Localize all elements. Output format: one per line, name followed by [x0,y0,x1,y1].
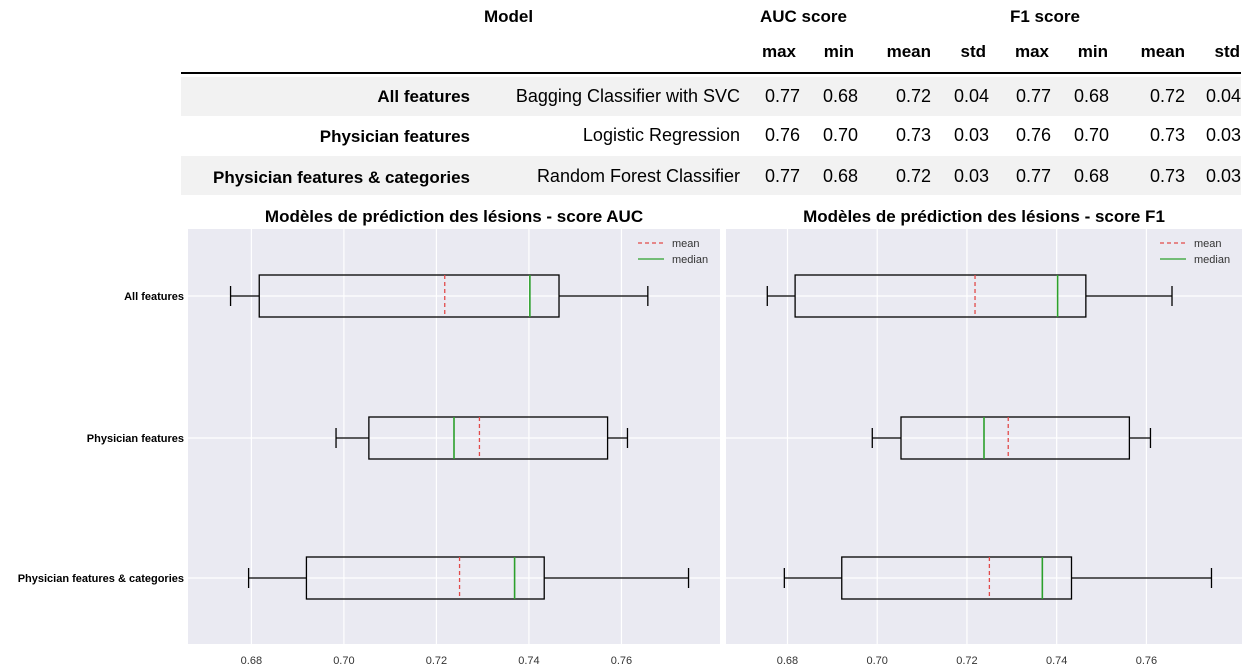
legend-label: mean [672,238,700,250]
sub-header: mean [1140,42,1185,61]
sub-header: max [761,42,796,61]
table-cell: 0.03 [953,125,989,145]
table-cell: 0.03 [1205,166,1241,186]
x-tick-label: 0.76 [1136,655,1157,667]
model-name: Bagging Classifier with SVC [515,86,740,106]
sub-header: max [1014,42,1049,61]
header-rule [181,72,1241,74]
table-cell: 0.73 [1149,166,1185,186]
table-cell: 0.70 [1073,125,1109,145]
table-cell: 0.68 [822,166,858,186]
y-category-label: Physician features & categories [18,573,184,585]
box [258,274,560,318]
table-cell: 0.76 [1015,125,1051,145]
row-label: All features [377,87,470,106]
table-cell: 0.73 [1149,125,1185,145]
table-cell: 0.77 [764,86,800,106]
x-tick-label: 0.68 [241,655,262,667]
sub-header: std [960,42,987,61]
table-cell: 0.03 [953,166,989,186]
table-cell: 0.04 [1205,86,1241,106]
box [305,556,545,600]
legend-label: mean [1194,238,1222,250]
y-category-label: Physician features [87,433,184,445]
model-name: Logistic Regression [582,125,740,145]
table-cell: 0.72 [1149,86,1185,106]
model-name: Random Forest Classifier [536,166,740,186]
table-cell: 0.77 [764,166,800,186]
x-tick-label: 0.72 [426,655,447,667]
row-label: Physician features & categories [212,168,470,187]
table-row [181,77,1241,116]
table-cell: 0.03 [1205,125,1241,145]
sub-header: min [823,42,854,61]
box [900,416,1131,460]
table-cell: 0.68 [822,86,858,106]
table-cell: 0.72 [895,86,931,106]
table-cell: 0.73 [895,125,931,145]
table-row [181,156,1241,195]
table-cell: 0.77 [1015,86,1051,106]
box [794,274,1087,318]
x-tick-label: 0.70 [333,655,354,667]
x-tick-label: 0.68 [777,655,798,667]
sub-header: min [1077,42,1108,61]
auc-header: AUC score [760,7,847,26]
y-category-label: All features [124,291,184,303]
chart-title-auc: Modèles de prédiction des lésions - scor… [264,207,644,226]
f1-header: F1 score [1010,7,1080,26]
table-cell: 0.04 [953,86,989,106]
x-tick-label: 0.72 [956,655,977,667]
chart-title-f1: Modèles de prédiction des lésions - scor… [803,207,1165,226]
x-tick-label: 0.74 [1046,655,1067,667]
table-cell: 0.72 [895,166,931,186]
results-table: Model AUC score F1 score max min mean st… [0,0,1246,200]
row-label: Physician features [319,127,470,146]
sub-header: mean [886,42,931,61]
x-tick-label: 0.70 [866,655,887,667]
legend-label: median [1194,254,1230,266]
sub-header: std [1214,42,1241,61]
table-cell: 0.70 [822,125,858,145]
legend-label: median [672,254,708,266]
x-tick-label: 0.76 [611,655,632,667]
table-cell: 0.77 [1015,166,1051,186]
box [368,416,609,460]
model-header: Model [484,7,534,26]
table-cell: 0.68 [1073,166,1109,186]
table-cell: 0.68 [1073,86,1109,106]
x-tick-label: 0.74 [518,655,539,667]
table-cell: 0.76 [764,125,800,145]
box [841,556,1073,600]
